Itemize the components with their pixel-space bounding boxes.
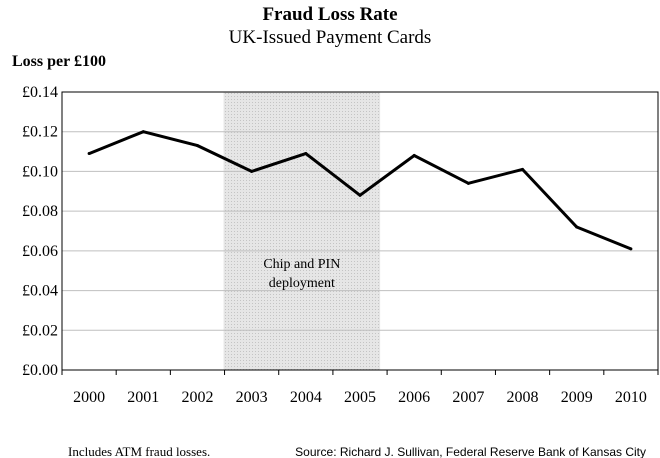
x-tick-label: 2001 (127, 389, 159, 406)
data-point (87, 152, 91, 156)
source-note: Source: Richard J. Sullivan, Federal Res… (295, 445, 646, 458)
y-tick-label: £0.06 (22, 243, 58, 260)
shaded-region-label-line-2: deployment (269, 276, 335, 291)
data-point (412, 154, 416, 158)
x-tick-label: 2008 (507, 389, 539, 406)
y-axis-tick-labels: £0.00 £0.02 £0.04 £0.06 £0.08 £0.10 £0.12 £0.14 (22, 84, 58, 379)
x-tick-label: 2009 (561, 389, 593, 406)
chip-and-pin-shaded-region (223, 92, 381, 370)
shaded-region-label-line-1: Chip and PIN (263, 257, 340, 272)
x-tick-label: 2010 (615, 389, 647, 406)
x-tick-label: 2003 (236, 389, 268, 406)
data-point (250, 169, 254, 173)
data-point (195, 144, 199, 148)
y-tick-label: £0.02 (22, 322, 58, 339)
x-tick-label: 2002 (181, 389, 213, 406)
data-point (466, 181, 470, 185)
y-tick-label: £0.04 (22, 283, 58, 300)
x-axis-tick-labels: 2000 2001 2002 2003 2004 2005 2006 2007 2008 2009… (73, 389, 647, 406)
footnote: Includes ATM fraud losses. (68, 444, 210, 458)
data-point (575, 225, 579, 229)
y-axis-label: Loss per £100 (12, 53, 106, 70)
x-tick-label: 2004 (290, 389, 322, 406)
gridlines (62, 131, 658, 331)
plot-frame (61, 91, 659, 371)
data-point (629, 247, 633, 251)
data-point (304, 152, 308, 156)
chart-title: Fraud Loss Rate (262, 4, 397, 25)
data-point (358, 193, 362, 197)
y-tick-label: £0.08 (22, 203, 58, 220)
x-axis-tick-marks (61, 370, 659, 375)
y-tick-label: £0.00 (22, 362, 58, 379)
chart-subtitle: UK-Issued Payment Cards (229, 27, 432, 48)
x-tick-label: 2000 (73, 389, 105, 406)
data-points (87, 130, 633, 251)
x-tick-label: 2006 (398, 389, 430, 406)
data-point (141, 130, 145, 134)
data-point (521, 167, 525, 171)
x-tick-label: 2007 (452, 389, 484, 406)
x-tick-label: 2005 (344, 389, 376, 406)
y-tick-label: £0.12 (22, 124, 58, 141)
y-tick-label: £0.10 (22, 163, 58, 180)
y-tick-label: £0.14 (22, 84, 58, 101)
